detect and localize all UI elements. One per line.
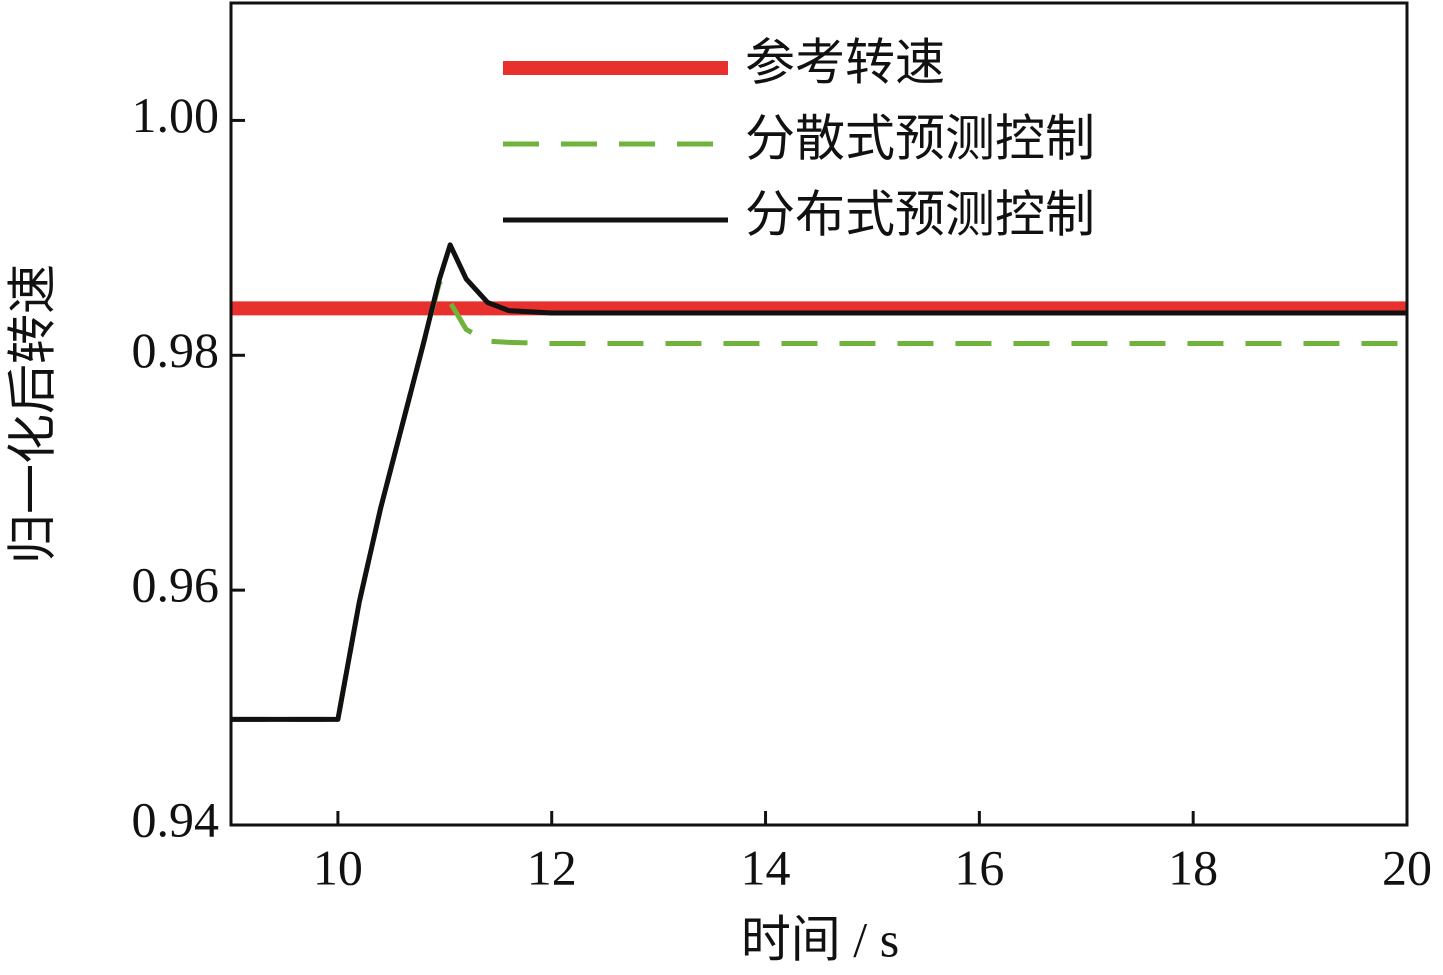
y-tick-label: 0.94 [132,791,220,847]
x-tick-label: 14 [741,839,791,895]
series-line [231,242,1407,722]
x-tick-label: 20 [1382,839,1432,895]
x-tick-label: 12 [527,839,577,895]
legend-label: 分散式预测控制 [745,110,1095,166]
y-axis-label: 归一化后转速 [4,264,60,564]
legend-label: 参考转速 [745,34,945,90]
series-line [231,279,1407,722]
plot-frame [229,1,1409,827]
legend-label: 分布式预测控制 [745,186,1095,242]
y-tick-label: 1.00 [132,87,220,143]
y-tick-label: 0.98 [132,322,220,378]
x-tick-label: 10 [313,839,363,895]
y-tick-label: 0.96 [132,557,220,613]
x-tick-label: 18 [1168,839,1218,895]
x-tick-label: 16 [954,839,1004,895]
x-axis-label: 时间 / s [741,911,899,967]
